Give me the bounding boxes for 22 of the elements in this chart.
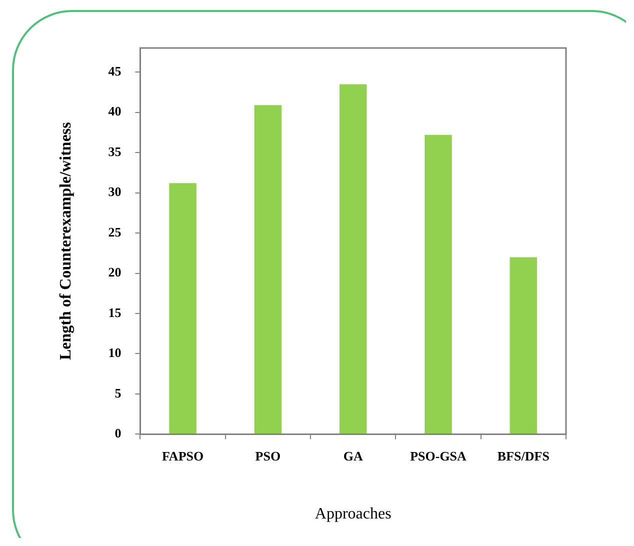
y-tick-label: 40 (108, 104, 122, 119)
y-tick-label: 20 (108, 264, 122, 280)
x-tick-label: PSO-GSA (410, 448, 468, 464)
bar (339, 84, 367, 434)
y-tick-label: 10 (108, 345, 122, 360)
bar (169, 183, 196, 434)
bar (424, 134, 452, 434)
bar (254, 105, 282, 434)
y-axis-title: Length of Counterexample/witness (58, 122, 75, 360)
x-tick-label: BFS/DFS (497, 448, 550, 464)
x-axis-title: Approaches (314, 506, 392, 523)
x-tick-label: GA (343, 448, 364, 464)
y-tick-label: 35 (108, 144, 122, 159)
y-tick-label: 30 (108, 184, 122, 200)
y-tick-label: 45 (108, 63, 122, 78)
y-tick-label: 0 (114, 426, 122, 441)
x-tick-label: FAPSO (162, 448, 204, 464)
y-tick-label: 15 (108, 304, 122, 320)
x-tick-label: PSO (255, 448, 281, 464)
y-tick-label: 25 (108, 224, 122, 240)
bar (510, 257, 538, 434)
y-tick-label: 5 (114, 385, 122, 400)
